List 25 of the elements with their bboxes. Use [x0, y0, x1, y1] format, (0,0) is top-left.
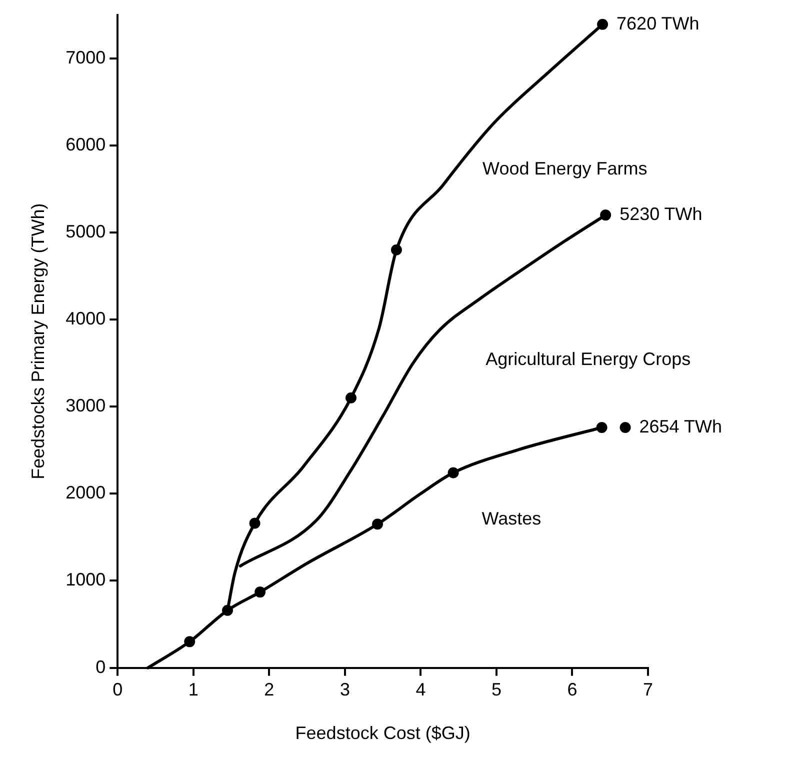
point: [620, 422, 631, 433]
x-tick-label: 6: [567, 680, 578, 700]
y-tick-label: 6000: [66, 134, 106, 154]
y-tick-label: 0: [96, 656, 106, 677]
x-tick-label: 4: [416, 680, 426, 700]
x-tick-label: 5: [491, 680, 502, 700]
annotation: 7620 TWh: [616, 13, 700, 34]
y-tick-label: 4000: [66, 308, 106, 328]
x-tick-label: 1: [188, 680, 198, 700]
annotation: 5230 TWh: [620, 204, 702, 224]
x-tick-label: 7: [642, 680, 654, 700]
x-tick-label: 3: [340, 680, 350, 700]
x-tick-label: 0: [112, 680, 123, 700]
y-tick-label: 5000: [66, 221, 106, 242]
y-tick-label: 7000: [66, 47, 106, 68]
y-tick-label: 3000: [66, 396, 106, 416]
y-tick-label: 1000: [66, 570, 106, 590]
annotation: 2654 TWh: [639, 416, 722, 436]
x-tick-label: 2: [264, 680, 274, 700]
text: Agricultural Energy Crops: [486, 349, 691, 370]
x-axis-title: Feedstock Cost ($GJ): [295, 723, 470, 744]
y-tick-label: 2000: [66, 482, 106, 503]
series-label: Wood Energy Farms: [482, 158, 648, 178]
y-axis-title: Feedstocks Primary Energy (TWh): [28, 203, 48, 480]
text: Wastes: [482, 508, 542, 528]
